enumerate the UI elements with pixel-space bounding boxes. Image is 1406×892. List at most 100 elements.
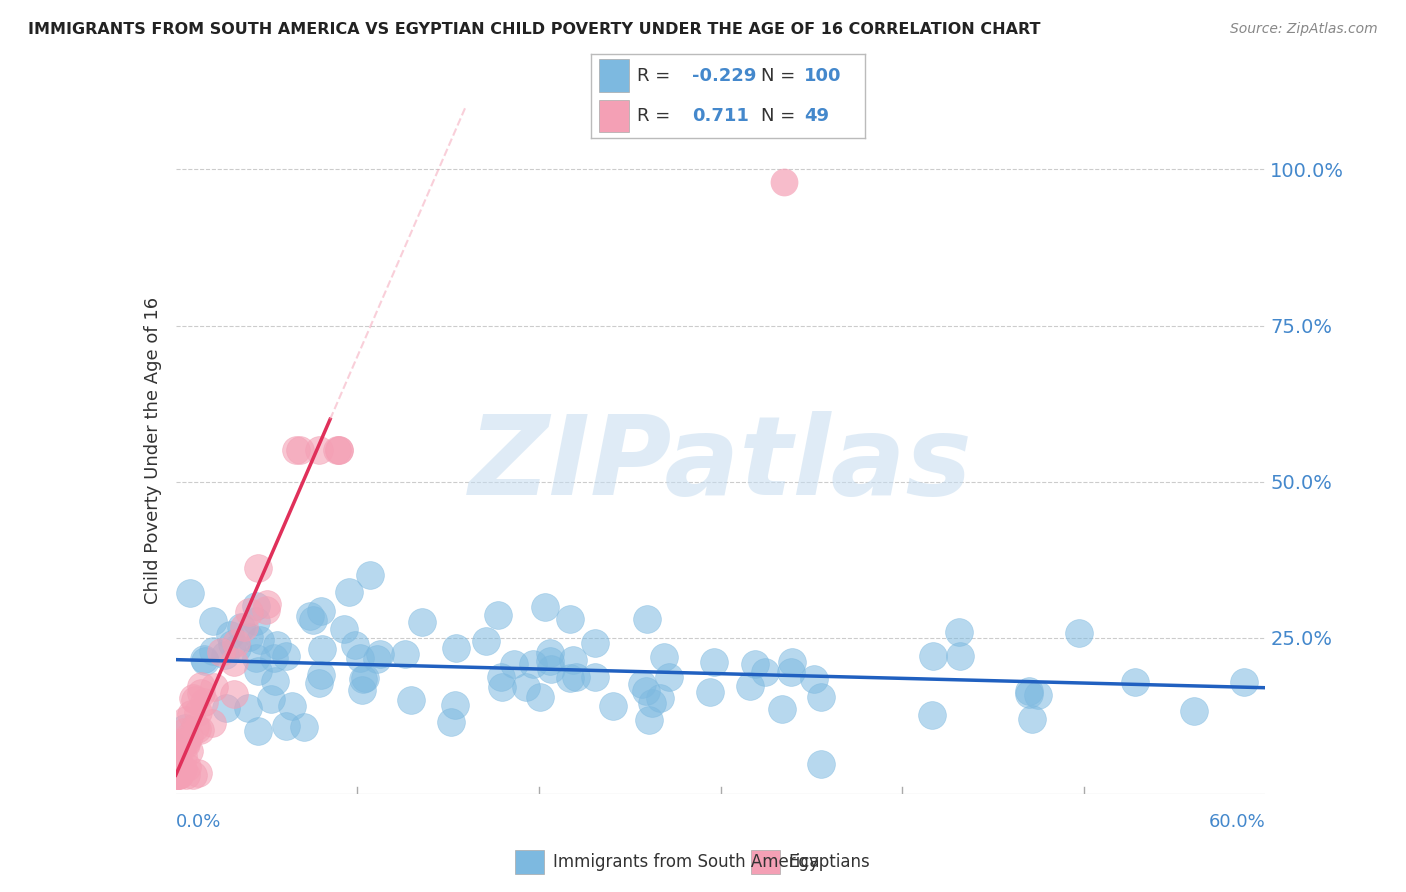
Point [225, 636, 247, 650]
Point [219, 628, 242, 642]
Point [173, 725, 195, 739]
Point [922, 649, 945, 664]
Point [188, 723, 211, 737]
Point [232, 619, 254, 633]
Point [354, 671, 377, 685]
Point [638, 714, 661, 728]
Y-axis label: Child Poverty Under the Age of 16: Child Poverty Under the Age of 16 [143, 297, 162, 604]
Point [165, 754, 187, 768]
Point [238, 630, 260, 644]
Text: ZIPatlas: ZIPatlas [468, 410, 973, 517]
Point [803, 672, 825, 686]
Point [184, 720, 207, 734]
Point [328, 443, 350, 458]
Point [290, 443, 312, 458]
Point [503, 657, 526, 671]
Point [394, 647, 416, 661]
Point [1182, 704, 1205, 718]
Point [246, 561, 269, 575]
Point [699, 685, 721, 699]
Point [274, 719, 297, 733]
Point [193, 652, 215, 666]
Point [558, 612, 581, 626]
Point [202, 614, 225, 628]
Point [169, 768, 191, 782]
Point [225, 641, 247, 656]
Point [366, 652, 388, 666]
Point [602, 698, 624, 713]
Point [491, 680, 513, 694]
Point [174, 768, 197, 782]
Point [254, 603, 277, 617]
Point [1018, 684, 1040, 698]
Point [475, 634, 498, 648]
Point [343, 638, 366, 652]
Point [190, 686, 212, 700]
Point [399, 693, 422, 707]
Point [1123, 674, 1146, 689]
Point [263, 674, 285, 689]
Point [1067, 625, 1090, 640]
Point [311, 641, 333, 656]
Text: -0.229: -0.229 [692, 67, 756, 85]
Text: 60.0%: 60.0% [1209, 813, 1265, 830]
Point [166, 768, 188, 782]
Point [181, 768, 204, 782]
Point [754, 665, 776, 679]
Point [249, 632, 271, 647]
Point [359, 568, 381, 582]
Point [328, 443, 350, 458]
Point [190, 679, 212, 693]
Point [187, 705, 209, 719]
Point [326, 443, 349, 458]
Point [540, 662, 562, 676]
Point [486, 607, 509, 622]
Text: R =: R = [637, 67, 671, 85]
Point [533, 600, 555, 615]
Point [167, 768, 190, 782]
Point [350, 682, 373, 697]
Point [648, 691, 671, 706]
Point [949, 648, 972, 663]
Point [738, 679, 761, 693]
Point [1018, 687, 1040, 701]
Point [1021, 712, 1043, 726]
Point [169, 768, 191, 782]
Point [174, 735, 197, 749]
Text: Egyptians: Egyptians [789, 853, 870, 871]
Text: 100: 100 [804, 67, 842, 85]
Point [200, 716, 222, 731]
Point [565, 670, 588, 684]
Point [245, 614, 267, 628]
Point [193, 696, 215, 710]
Text: IMMIGRANTS FROM SOUTH AMERICA VS EGYPTIAN CHILD POVERTY UNDER THE AGE OF 16 CORR: IMMIGRANTS FROM SOUTH AMERICA VS EGYPTIA… [28, 22, 1040, 37]
Point [538, 654, 561, 668]
Point [172, 762, 194, 776]
Text: 0.0%: 0.0% [176, 813, 221, 830]
Point [260, 692, 283, 706]
Point [176, 760, 198, 774]
Point [368, 647, 391, 661]
Point [773, 175, 796, 189]
Point [810, 757, 832, 772]
Point [245, 650, 267, 665]
Point [440, 714, 463, 729]
Point [180, 707, 202, 722]
Point [187, 766, 209, 780]
Text: N =: N = [761, 67, 794, 85]
Point [263, 650, 285, 665]
FancyBboxPatch shape [515, 850, 544, 873]
Point [744, 657, 766, 671]
Point [174, 737, 197, 751]
Point [247, 724, 270, 739]
Point [780, 665, 803, 680]
Point [214, 648, 236, 663]
Point [948, 624, 970, 639]
Point [281, 699, 304, 714]
Point [583, 670, 606, 684]
Text: N =: N = [761, 107, 794, 125]
Point [166, 762, 188, 776]
Point [630, 677, 652, 691]
FancyBboxPatch shape [599, 100, 628, 132]
Point [529, 690, 551, 705]
